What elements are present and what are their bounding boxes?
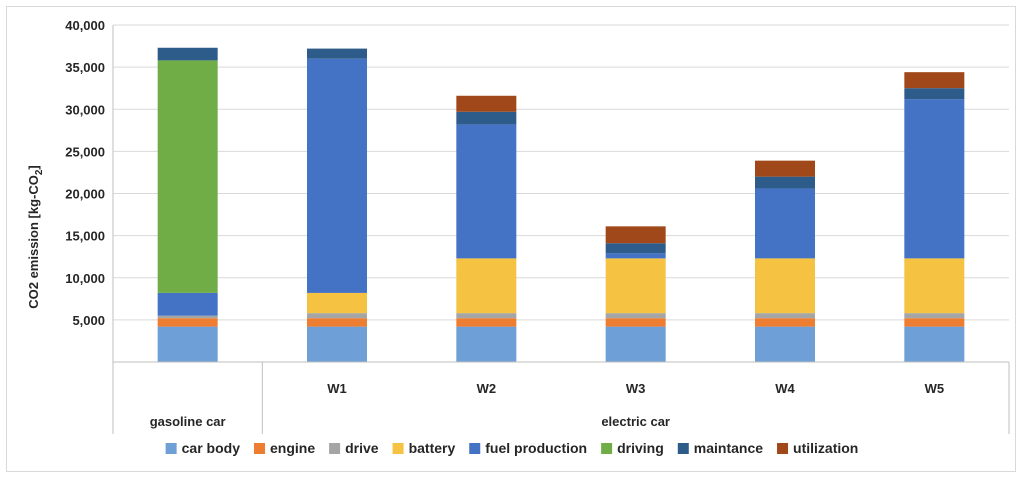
y-tick-label: 25,000 <box>65 144 105 159</box>
bar-segment-engine <box>307 318 367 327</box>
bar-segment-car-body <box>456 326 517 362</box>
bar-segment-fuel-production <box>605 253 666 259</box>
y-tick-label: 20,000 <box>65 187 105 202</box>
bar-segment-car-body <box>755 326 815 362</box>
bar-segment-battery <box>605 258 666 314</box>
bar-segment-utilization <box>605 226 666 244</box>
bar-segment-car-body <box>157 326 218 362</box>
legend-swatch-battery <box>392 443 404 454</box>
y-axis-title-suffix: ] <box>26 165 41 169</box>
bar-segment-fuel-production <box>456 124 517 259</box>
x-group-label: gasoline car <box>150 414 226 429</box>
legend-label: battery <box>409 440 456 456</box>
bar-segment-fuel-production <box>157 292 218 316</box>
bar-segment-maintance <box>605 243 666 254</box>
bar-segment-battery <box>755 258 815 314</box>
y-axis-title: CO2 emission [kg-CO2] <box>26 165 45 309</box>
y-tick-label: 30,000 <box>65 102 105 117</box>
bar-segment-maintance <box>904 88 965 100</box>
legend-swatch-utilization <box>777 443 789 454</box>
bar-segment-utilization <box>755 160 815 177</box>
y-tick-label: 10,000 <box>65 271 105 286</box>
legend: car body engine drive battery fuel productio… <box>165 440 858 456</box>
x-category-labels: W1 W2 W3 W4 W5 gasoline car electric car <box>150 381 944 429</box>
legend-label: engine <box>270 440 315 456</box>
bar-segment-battery <box>904 258 965 314</box>
bar-segment-engine <box>605 318 666 327</box>
bar-segment-maintance <box>157 47 218 61</box>
y-tick-label: 15,000 <box>65 229 105 244</box>
x-category-label: W2 <box>477 381 497 396</box>
legend-label: drive <box>345 440 379 456</box>
gridlines <box>113 24 1009 321</box>
x-category-label: W1 <box>327 381 347 396</box>
y-tick-label: 40,000 <box>65 18 105 33</box>
legend-label: fuel production <box>485 440 587 456</box>
legend-swatch-car-body <box>165 443 177 454</box>
x-category-label: W5 <box>925 381 945 396</box>
bar-segment-car-body <box>605 326 666 362</box>
legend-swatch-drive <box>329 443 341 454</box>
y-axis-title-subscript: 2 <box>34 169 45 175</box>
y-tick-labels: 5,000 10,000 15,000 20,000 25,000 30,000 35,00… <box>65 18 105 328</box>
bar-segment-fuel-production <box>904 99 965 259</box>
legend-label: utilization <box>793 440 858 456</box>
bar-segment-engine <box>904 318 965 327</box>
x-group-label: electric car <box>601 414 670 429</box>
axes <box>112 25 1010 434</box>
bar-segment-battery <box>307 292 367 314</box>
x-category-label: W3 <box>626 381 646 396</box>
bars <box>157 47 965 362</box>
bar-segment-car-body <box>904 326 965 362</box>
bar-segment-utilization <box>456 95 517 112</box>
legend-swatch-maintance <box>677 443 689 454</box>
legend-swatch-driving <box>601 443 613 454</box>
bar-segment-engine <box>755 318 815 327</box>
x-category-label: W4 <box>775 381 795 396</box>
bar-segment-maintance <box>456 111 517 125</box>
legend-label: maintance <box>694 440 763 456</box>
bar-segment-engine <box>456 318 517 327</box>
legend-swatch-fuel-production <box>469 443 481 454</box>
bar-segment-battery <box>456 258 517 314</box>
chart-svg: 5,000 10,000 15,000 20,000 25,000 30,000 35,00… <box>26 18 1010 456</box>
y-axis-title-main: CO2 emission [kg-CO <box>26 175 41 309</box>
legend-swatch-engine <box>253 443 265 454</box>
bar-segment-utilization <box>904 72 965 89</box>
bar-segment-maintance <box>307 48 367 59</box>
bar-segment-drive <box>904 313 965 319</box>
bar-segment-maintance <box>755 176 815 189</box>
bar-segment-drive <box>307 313 367 319</box>
bar-segment-car-body <box>307 326 367 362</box>
bar-segment-drive <box>157 315 218 319</box>
y-tick-label: 5,000 <box>72 313 105 328</box>
bar-segment-drive <box>456 313 517 319</box>
legend-label: driving <box>617 440 664 456</box>
y-tick-label: 35,000 <box>65 60 105 75</box>
bar-segment-drive <box>755 313 815 319</box>
chart-frame: 5,000 10,000 15,000 20,000 25,000 30,000 35,00… <box>6 6 1016 472</box>
bar-segment-fuel-production <box>755 188 815 259</box>
bar-segment-driving <box>157 60 218 293</box>
bar-segment-engine <box>157 318 218 327</box>
bar-segment-fuel-production <box>307 58 367 293</box>
legend-label: car body <box>182 440 241 456</box>
bar-segment-drive <box>605 313 666 319</box>
